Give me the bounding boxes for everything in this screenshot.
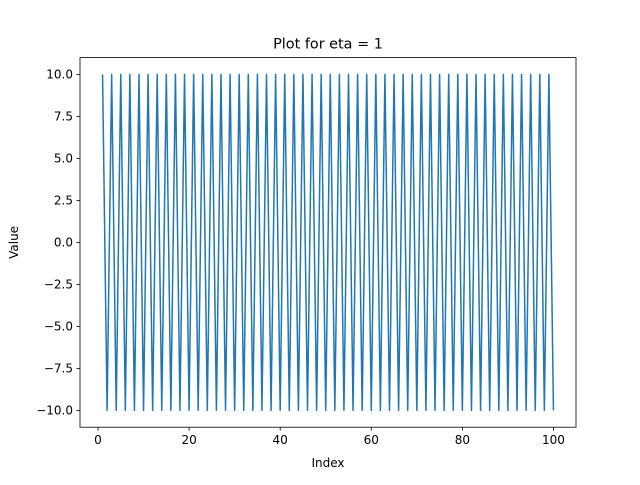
y-tick-label: 0.0 — [54, 236, 73, 250]
x-tick-label: 40 — [273, 433, 288, 447]
y-tick-label: 5.0 — [54, 152, 73, 166]
x-tick-label: 0 — [94, 433, 102, 447]
x-tick-label: 80 — [455, 433, 470, 447]
y-tick-label: −2.5 — [44, 278, 73, 292]
y-tick-label: −7.5 — [44, 362, 73, 376]
y-axis-label: Value — [7, 226, 21, 259]
x-axis-ticks: 0 20 40 60 80 100 — [94, 427, 565, 447]
x-axis-label: Index — [311, 456, 344, 470]
x-tick-label: 100 — [542, 433, 565, 447]
series-line-0 — [101, 73, 555, 412]
y-tick-label: −5.0 — [44, 320, 73, 334]
y-axis-ticks: −10.0 −7.5 −5.0 −2.5 0.0 2.5 5.0 7.5 10.0 — [36, 68, 80, 418]
y-tick-label: 7.5 — [54, 110, 73, 124]
y-tick-label: −10.0 — [36, 404, 73, 418]
y-tick-label: 2.5 — [54, 194, 73, 208]
series-layer — [101, 73, 555, 412]
x-tick-label: 60 — [364, 433, 379, 447]
x-tick-label: 20 — [181, 433, 196, 447]
chart-title: Plot for eta = 1 — [273, 37, 383, 53]
y-tick-label: 10.0 — [46, 68, 73, 82]
